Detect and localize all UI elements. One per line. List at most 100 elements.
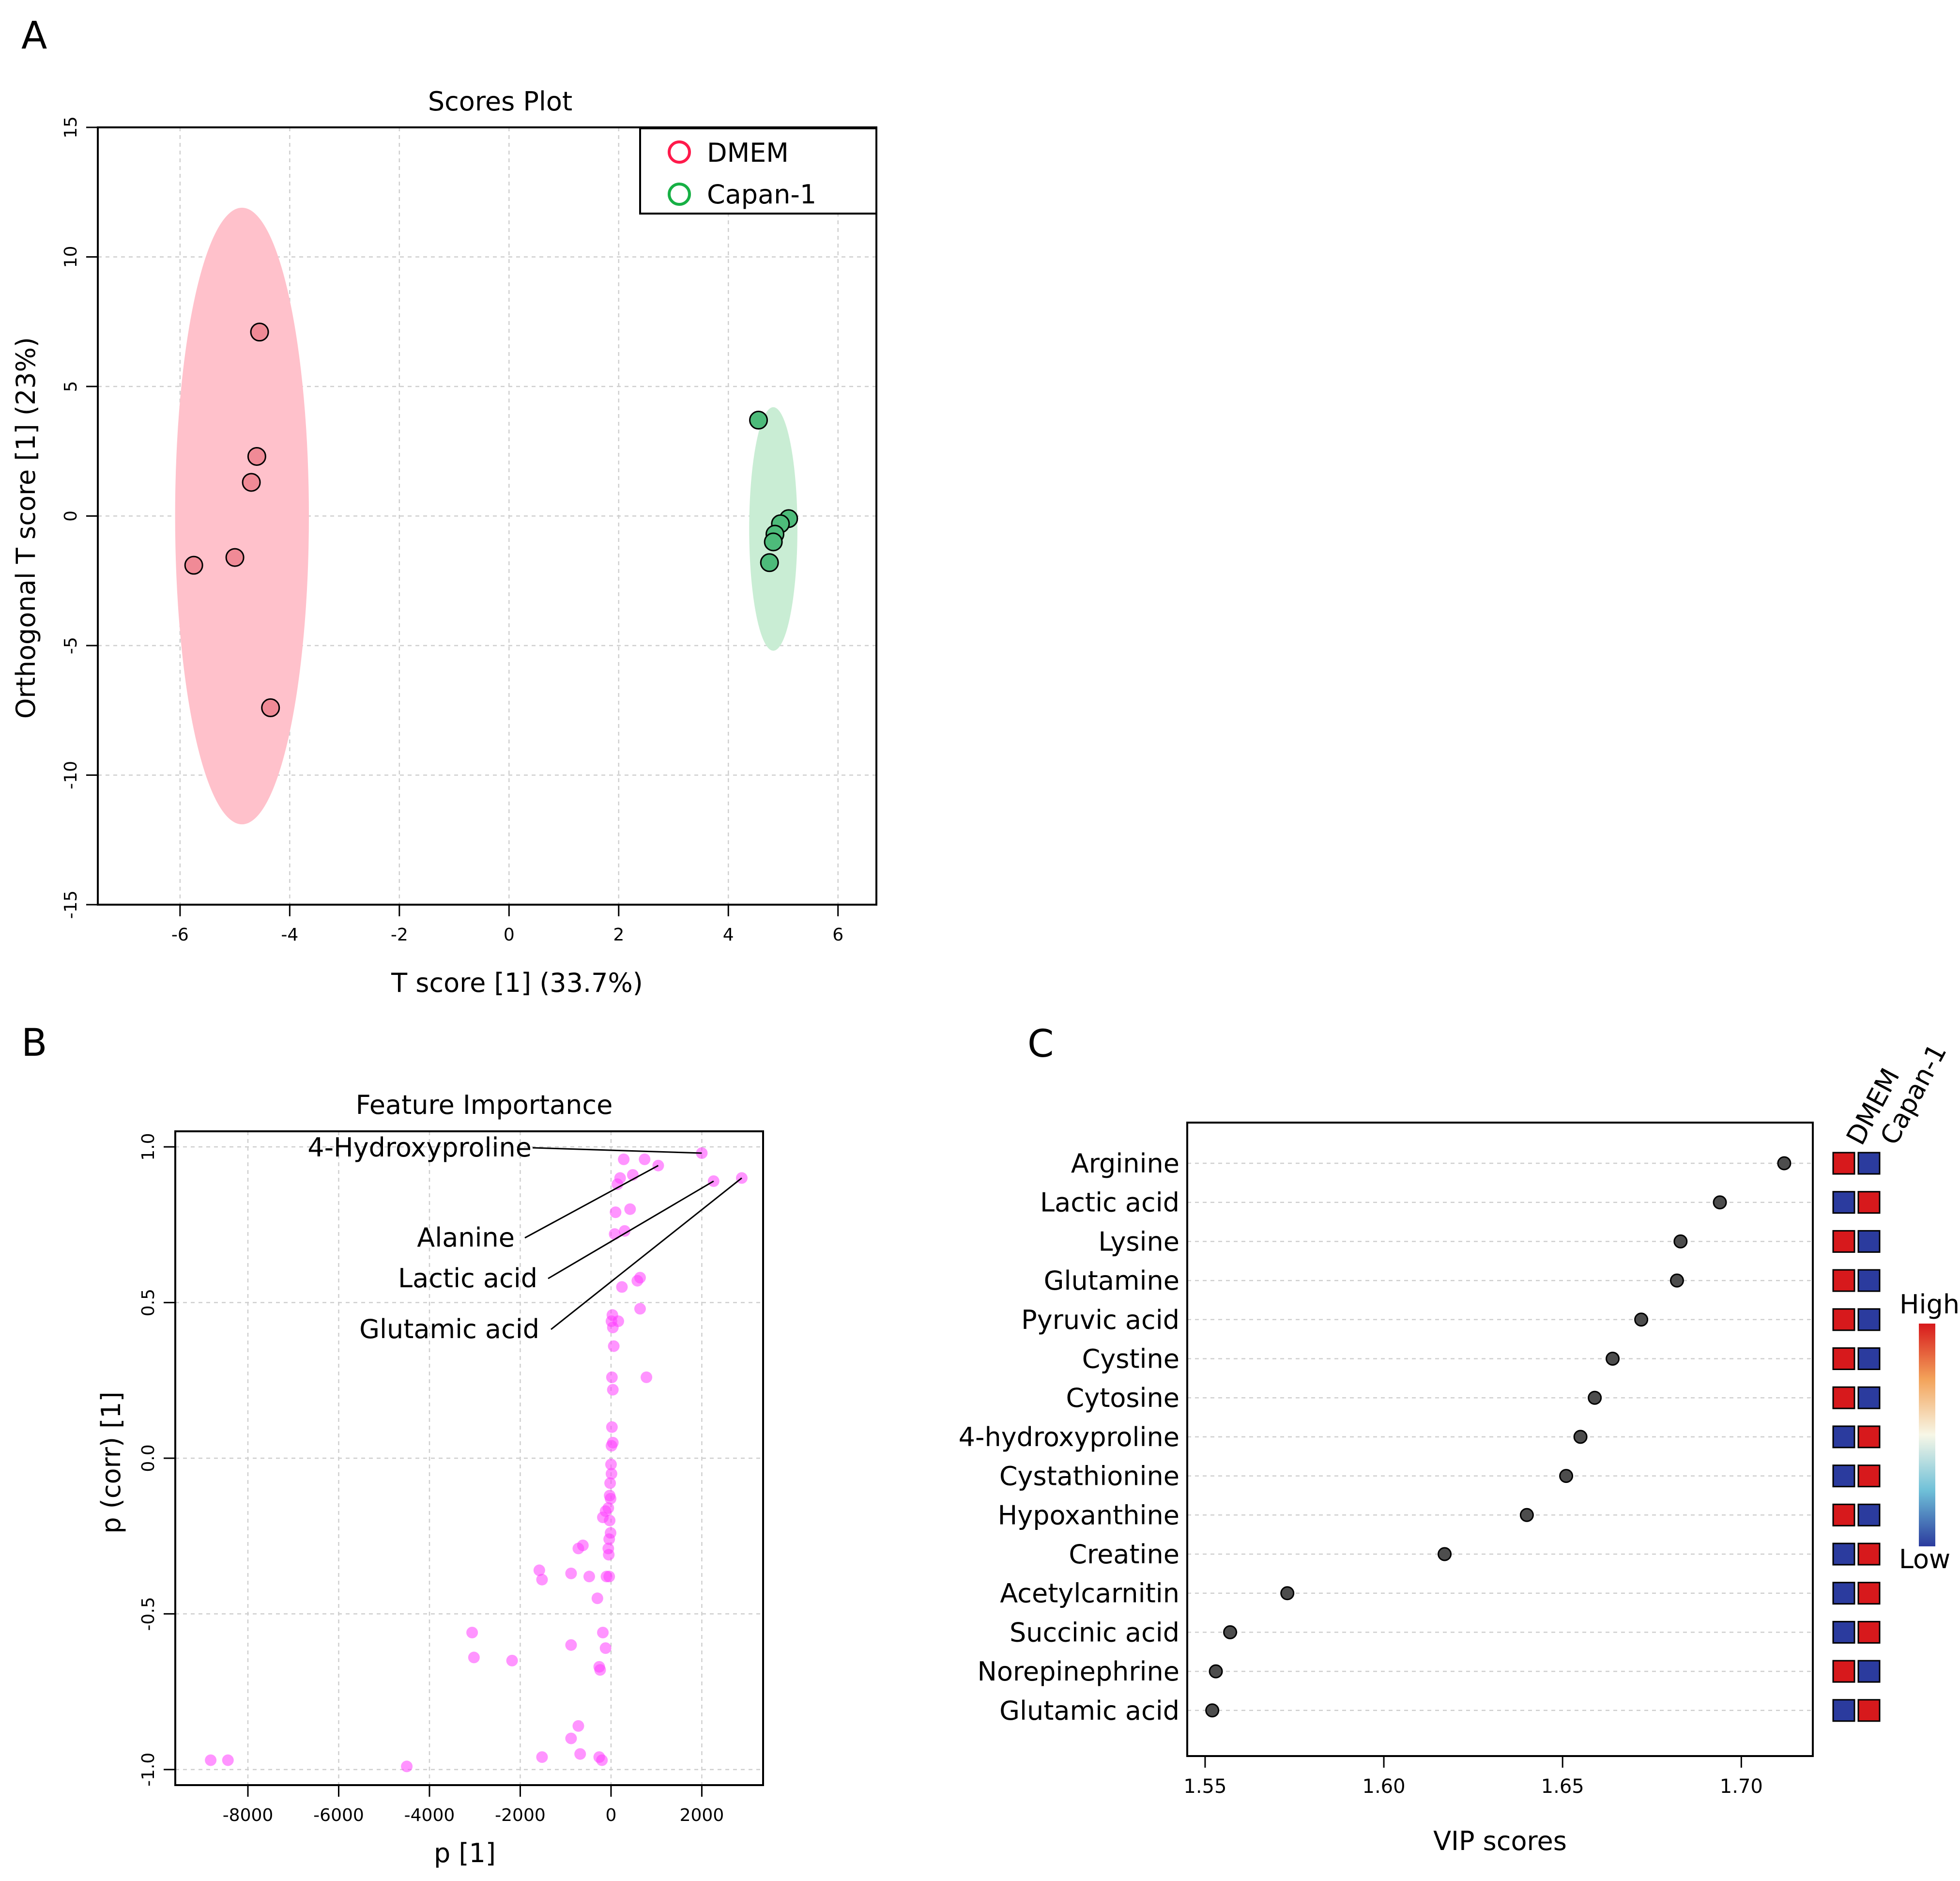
- feature-point: [610, 1206, 622, 1218]
- vip-feature-label: Cystathionine: [999, 1461, 1179, 1492]
- scores-y-tick-label: -5: [61, 637, 81, 654]
- feature-point: [222, 1754, 234, 1766]
- heat-cell-capan-1: [1857, 1152, 1881, 1175]
- scores-y-tick-label: -15: [61, 891, 81, 919]
- vip-feature-label: Creatine: [1069, 1539, 1179, 1570]
- vip-point: [1209, 1664, 1223, 1679]
- scores-y-label: Orthogonal T score [1] (23%): [11, 337, 41, 719]
- feature-x-tick-label: -4000: [404, 1805, 455, 1825]
- feature-x-label: p [1]: [434, 1838, 496, 1868]
- vip-point: [1573, 1430, 1588, 1444]
- feature-point: [624, 1203, 636, 1215]
- panel-c: C Arginine Lactic acid Lysine Glutamine Pyru…: [959, 1022, 1960, 1856]
- panel-c-letter: C: [1027, 1022, 1054, 1066]
- feature-point: [596, 1754, 608, 1766]
- annotation-leader-line: [532, 1147, 702, 1154]
- heat-cell-dmem: [1832, 1582, 1855, 1605]
- heat-cell-capan-1: [1857, 1503, 1881, 1526]
- heat-cell-capan-1: [1857, 1425, 1881, 1449]
- vip-feature-label: 4-hydroxyproline: [959, 1422, 1179, 1452]
- annotation-leader-line: [548, 1180, 714, 1280]
- feature-point: [605, 1458, 617, 1470]
- vip-feature-label: Lactic acid: [1040, 1187, 1179, 1218]
- score-point-dmem: [242, 473, 261, 492]
- vip-feature-labels: Arginine Lactic acid Lysine Glutamine Pyruvi…: [959, 1148, 1179, 1726]
- vip-point: [1280, 1586, 1295, 1601]
- feature-point: [594, 1664, 606, 1676]
- feature-y-tick-label: -0.5: [138, 1597, 158, 1631]
- feature-y-tick-label: -1.0: [138, 1753, 158, 1787]
- scores-y-tick-label: 10: [61, 246, 81, 268]
- feature-point: [533, 1564, 545, 1576]
- vip-point: [1559, 1469, 1574, 1483]
- feature-x-tick-label: 2000: [680, 1805, 724, 1825]
- vip-feature-label: Pyruvic acid: [1021, 1305, 1179, 1335]
- feature-importance-title: Feature Importance: [356, 1090, 613, 1120]
- score-point-capan-1: [760, 553, 779, 572]
- feature-point: [597, 1627, 609, 1638]
- heat-cell-dmem: [1832, 1269, 1855, 1292]
- score-point-dmem: [247, 447, 266, 466]
- colorbar: [1919, 1324, 1935, 1546]
- heat-cell-capan-1: [1857, 1660, 1881, 1683]
- feature-point: [604, 1514, 616, 1526]
- scores-plot-title: Scores Plot: [428, 86, 572, 117]
- heat-cell-capan-1: [1857, 1542, 1881, 1566]
- heat-cell-dmem: [1832, 1386, 1855, 1409]
- heat-cell-dmem: [1832, 1152, 1855, 1175]
- scores-x-tick-label: -6: [171, 925, 189, 945]
- feature-y-axis: -1.0 -0.5 0.0 0.5 1.0: [138, 1133, 175, 1787]
- panel-a: A Scores Plot -6 -4 -2 0 2 4 6 -15-10-5051015 …: [11, 14, 877, 998]
- heat-cell-capan-1: [1857, 1269, 1881, 1292]
- feature-points: [205, 1147, 748, 1773]
- scores-x-tick-label: -2: [391, 925, 408, 945]
- annotation-label: Alanine: [417, 1222, 515, 1253]
- vip-x-tick-label: 1.70: [1720, 1775, 1763, 1798]
- vip-feature-label: Hypoxanthine: [998, 1500, 1179, 1530]
- vip-feature-label: Succinic acid: [1010, 1617, 1179, 1648]
- heat-cell-dmem: [1832, 1425, 1855, 1449]
- feature-point: [608, 1340, 620, 1352]
- feature-point: [591, 1592, 603, 1604]
- feature-point: [572, 1542, 584, 1555]
- heat-cell-capan-1: [1857, 1347, 1881, 1370]
- vip-point: [1777, 1156, 1792, 1171]
- vip-point: [1669, 1273, 1684, 1288]
- scores-y-tick-label: 5: [61, 381, 81, 392]
- score-point-capan-1: [749, 411, 768, 430]
- heat-cell-capan-1: [1857, 1308, 1881, 1331]
- scores-x-tick-label: 2: [613, 925, 624, 945]
- panel-b: B Feature Importance 4-Hydroxyproline Ala…: [21, 1021, 764, 1868]
- heat-cell-capan-1: [1857, 1582, 1881, 1605]
- annotation-label: 4-Hydroxyproline: [307, 1132, 532, 1163]
- feature-y-tick-label: 0.0: [138, 1444, 158, 1472]
- scores-x-label: T score [1] (33.7%): [391, 968, 643, 998]
- feature-point: [612, 1178, 624, 1190]
- vip-x-tick-label: 1.65: [1541, 1775, 1584, 1798]
- feature-point: [536, 1751, 548, 1763]
- heat-cell-dmem: [1832, 1699, 1855, 1722]
- legend-capan-label: Capan-1: [707, 179, 816, 210]
- heat-cell-dmem: [1832, 1660, 1855, 1683]
- feature-y-label: p (corr) [1]: [96, 1391, 126, 1533]
- vip-feature-label: Cystine: [1082, 1344, 1179, 1374]
- annotation-label: Lactic acid: [398, 1263, 537, 1294]
- feature-point: [606, 1371, 618, 1383]
- legend-dmem-label: DMEM: [707, 138, 789, 168]
- vip-x-label: VIP scores: [1433, 1826, 1567, 1856]
- feature-point: [565, 1732, 577, 1744]
- colorbar-low-label: Low: [1899, 1544, 1950, 1574]
- vip-point: [1634, 1312, 1649, 1327]
- feature-point: [606, 1421, 618, 1433]
- vip-feature-label: Arginine: [1071, 1148, 1179, 1179]
- annotation-leader-line: [551, 1177, 742, 1330]
- scores-x-axis: -6 -4 -2 0 2 4 6: [171, 905, 843, 945]
- feature-point: [641, 1371, 653, 1383]
- vip-point: [1438, 1547, 1452, 1561]
- feature-point: [634, 1303, 646, 1315]
- feature-grid: [175, 1131, 763, 1785]
- legend-capan-marker: [668, 183, 691, 206]
- scores-points: [184, 323, 798, 717]
- vip-x-tick-label: 1.60: [1363, 1775, 1406, 1798]
- vip-feature-label: Acetylcarnitin: [1000, 1578, 1179, 1609]
